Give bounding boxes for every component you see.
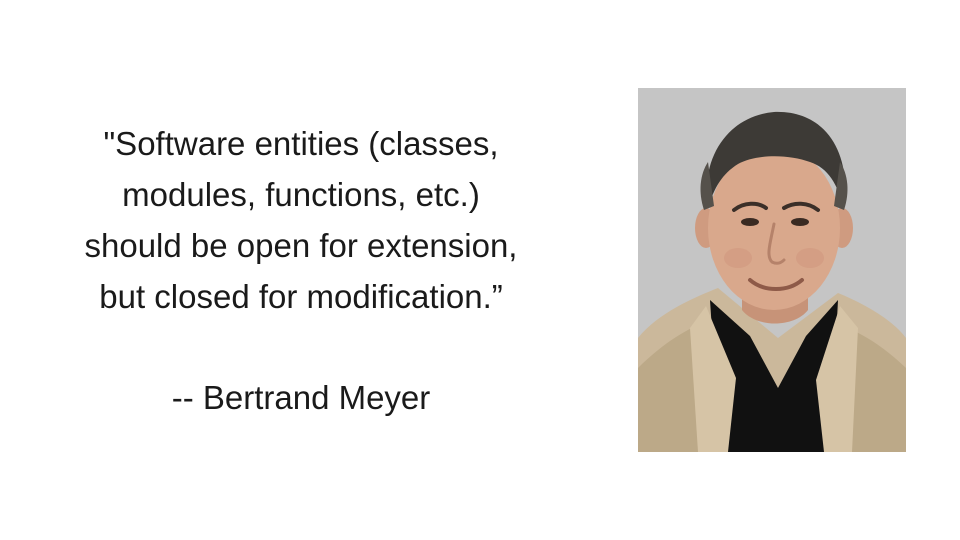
quote-line: modules, functions, etc.) xyxy=(122,176,480,213)
quote-line: but closed for modification.” xyxy=(99,278,503,315)
quote-text: "Software entities (classes, modules, fu… xyxy=(40,118,562,322)
portrait-illustration xyxy=(638,88,906,452)
quote-line: should be open for extension, xyxy=(84,227,518,264)
quote-line: "Software entities (classes, xyxy=(103,125,499,162)
author-portrait xyxy=(638,88,906,452)
quote-attribution: -- Bertrand Meyer xyxy=(171,379,431,416)
